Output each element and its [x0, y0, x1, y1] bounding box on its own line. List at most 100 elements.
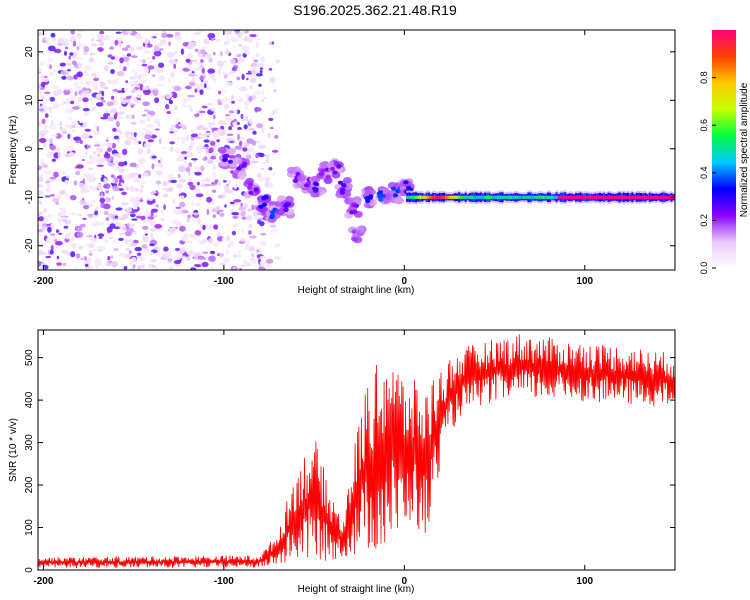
noise-speckle	[190, 158, 198, 161]
track-halo	[319, 161, 328, 169]
noise-speckle	[217, 131, 225, 137]
noise-speckle	[76, 164, 84, 169]
noise-speckle	[224, 103, 229, 110]
noise-speckle	[52, 37, 56, 43]
tone-core	[627, 195, 630, 199]
noise-speckle	[228, 110, 235, 114]
noise-speckle	[129, 162, 137, 168]
tone-band	[677, 194, 679, 201]
noise-speckle	[38, 52, 45, 55]
noise-speckle	[229, 58, 236, 65]
noise-speckle	[239, 140, 243, 147]
noise-speckle	[85, 72, 89, 77]
noise-speckle	[131, 55, 138, 58]
noise-speckle	[76, 71, 83, 78]
noise-speckle	[244, 50, 250, 55]
noise-speckle	[75, 57, 84, 60]
noise-speckle	[208, 124, 213, 129]
noise-speckle	[41, 164, 49, 168]
track-core	[353, 237, 359, 242]
noise-speckle	[169, 146, 174, 152]
noise-speckle	[168, 266, 174, 270]
noise-speckle	[197, 240, 201, 244]
noise-speckle	[183, 160, 187, 166]
noise-speckle	[224, 30, 233, 35]
noise-speckle	[185, 85, 192, 90]
noise-speckle	[38, 260, 42, 267]
noise-speckle	[128, 239, 134, 243]
noise-speckle	[221, 122, 228, 125]
noise-speckle	[188, 73, 197, 77]
noise-speckle	[98, 41, 105, 47]
noise-speckle	[106, 157, 112, 163]
noise-speckle	[41, 95, 45, 101]
tone-core	[451, 195, 454, 199]
noise-speckle	[251, 66, 257, 71]
noise-speckle	[67, 117, 73, 120]
noise-speckle	[65, 62, 73, 66]
noise-speckle	[138, 141, 142, 145]
noise-speckle	[180, 247, 186, 254]
noise-speckle	[65, 192, 68, 198]
noise-speckle	[191, 59, 198, 62]
noise-speckle	[57, 151, 61, 158]
tone-core	[417, 195, 420, 199]
noise-speckle	[47, 57, 53, 62]
noise-speckle	[47, 52, 55, 55]
noise-speckle	[215, 160, 219, 163]
noise-speckle	[223, 74, 228, 79]
tone-core	[614, 195, 617, 199]
noise-speckle	[211, 198, 215, 204]
noise-speckle	[93, 125, 97, 128]
noise-speckle	[96, 160, 104, 166]
noise-speckle	[50, 245, 54, 251]
track-core	[292, 179, 298, 183]
noise-speckle	[97, 233, 105, 238]
noise-speckle	[44, 113, 49, 118]
noise-speckle	[86, 145, 91, 149]
noise-speckle	[176, 117, 180, 122]
noise-speckle	[200, 73, 206, 76]
noise-speckle	[110, 261, 119, 267]
noise-speckle	[268, 41, 273, 46]
noise-speckle	[199, 75, 205, 81]
tone-core	[408, 195, 411, 199]
noise-speckle	[130, 121, 137, 125]
noise-speckle	[53, 246, 59, 249]
noise-speckle	[253, 210, 258, 217]
tone-core	[423, 195, 426, 199]
noise-speckle	[149, 258, 158, 263]
tone-core	[583, 195, 586, 199]
noise-speckle	[252, 157, 255, 163]
noise-speckle	[232, 216, 239, 219]
noise-speckle	[226, 81, 233, 87]
noise-speckle	[71, 120, 79, 127]
tone-core	[421, 195, 424, 199]
noise-speckle	[64, 108, 70, 113]
tone-core	[440, 195, 443, 199]
noise-speckle	[174, 147, 181, 154]
noise-speckle	[199, 110, 206, 114]
spectrogram-x-axis: -200 -100 0 100	[33, 30, 594, 287]
noise-speckle	[244, 104, 248, 110]
noise-speckle	[174, 31, 181, 37]
noise-speckle	[49, 106, 52, 113]
noise-speckle	[231, 230, 236, 236]
noise-speckle	[68, 152, 76, 157]
noise-speckle	[60, 70, 68, 76]
track-core	[333, 161, 339, 166]
noise-speckle	[88, 167, 94, 171]
snr-y-tick-label: 400	[24, 391, 35, 408]
noise-speckle	[107, 256, 111, 261]
track-core	[313, 182, 320, 187]
noise-speckle	[185, 134, 190, 141]
noise-speckle	[201, 67, 205, 74]
noise-speckle	[90, 38, 95, 42]
noise-speckle	[49, 96, 56, 102]
noise-speckle	[139, 188, 143, 194]
noise-speckle	[115, 100, 119, 106]
tone-core	[568, 195, 571, 199]
noise-speckle	[91, 214, 99, 218]
noise-speckle	[252, 215, 260, 220]
noise-speckle	[68, 126, 73, 130]
